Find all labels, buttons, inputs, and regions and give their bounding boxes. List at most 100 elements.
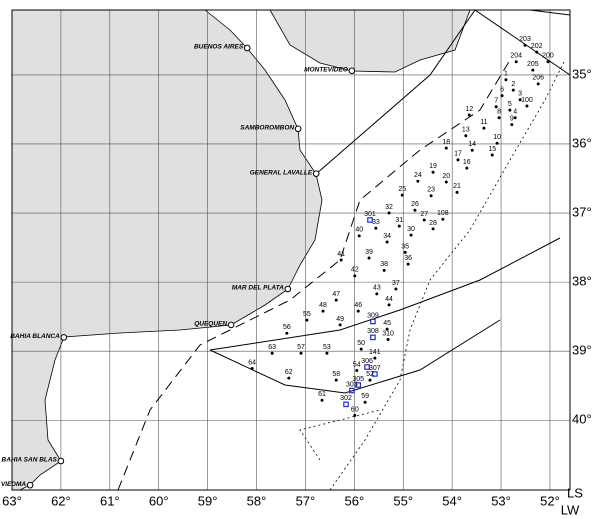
station-marker: [490, 153, 494, 157]
station-label: 206: [532, 75, 544, 82]
x-tick-label: 61°: [100, 493, 120, 508]
city-label: GENERAL LAVALLE: [250, 169, 313, 176]
station-label: 61: [318, 391, 326, 398]
station-marker: [357, 234, 361, 238]
x-tick-label: 56°: [344, 493, 364, 508]
x-tick-label: 52°: [540, 493, 560, 508]
station-label: 305: [352, 376, 364, 383]
city-marker: [57, 457, 65, 465]
station-label: 54: [353, 361, 361, 368]
x-tick-label: 54°: [442, 493, 462, 508]
station-label: 303: [346, 381, 358, 388]
station-label: 26: [411, 201, 419, 208]
station-label: 301: [364, 211, 376, 218]
station-label: 57: [297, 344, 305, 351]
station-marker: [397, 224, 401, 228]
station-label: 35: [401, 243, 409, 250]
station-marker: [494, 105, 498, 109]
station-label: 49: [336, 316, 344, 323]
station-marker: [334, 378, 338, 382]
station-label: 17: [454, 151, 462, 158]
station-marker: [287, 376, 291, 380]
x-tick-label: 57°: [296, 493, 316, 508]
station-label: 59: [361, 393, 369, 400]
stations: 2032022002042052061236100547891211131015…: [248, 36, 554, 417]
station-marker: [431, 227, 435, 231]
station-label: 46: [354, 302, 362, 309]
station-label: 20: [442, 173, 450, 180]
y-tick-label: 38°: [572, 274, 592, 289]
station-marker: [422, 218, 426, 222]
station-label: 33: [372, 219, 380, 226]
station-marker: [514, 60, 518, 64]
station-marker: [363, 400, 367, 404]
station-label: 25: [398, 186, 406, 193]
station-marker: [413, 208, 417, 212]
station-marker: [285, 331, 289, 335]
station-marker: [400, 193, 404, 197]
station-marker: [523, 43, 527, 47]
station-marker: [372, 371, 378, 377]
station-label: 202: [531, 43, 543, 50]
station-marker: [321, 309, 325, 313]
station-marker: [510, 123, 514, 127]
station-marker: [355, 369, 359, 373]
station-label: 308: [367, 328, 379, 335]
isobath: [329, 59, 566, 491]
y-tick-label: 36°: [572, 135, 592, 150]
station-marker: [382, 268, 386, 272]
station-marker: [508, 108, 512, 112]
station-label: 38: [380, 261, 388, 268]
station-marker: [349, 387, 355, 394]
station-label: 58: [332, 371, 340, 378]
station-label: 41: [337, 251, 345, 258]
city-marker: [60, 334, 68, 341]
isobath: [299, 409, 381, 461]
city-label: BUENOS AIRES: [194, 44, 244, 51]
station-marker: [338, 323, 342, 327]
station-label: 14: [468, 141, 476, 148]
station-label: 19: [429, 163, 437, 170]
station-marker: [513, 116, 517, 120]
station-marker: [299, 351, 303, 355]
station-marker: [444, 180, 448, 184]
boundary-line: [209, 237, 561, 351]
city-label: BAHIA BLANCA: [10, 333, 60, 340]
station-marker: [431, 170, 435, 174]
station-marker: [368, 378, 372, 382]
station-label: 32: [385, 204, 393, 211]
city-label: VIEDMA: [1, 481, 27, 488]
station-label: 27: [420, 211, 428, 218]
station-label: 12: [465, 106, 473, 113]
station-marker: [343, 401, 349, 408]
station-marker: [546, 60, 550, 64]
x-axis-label: LW: [561, 502, 580, 517]
station-marker: [320, 398, 324, 402]
station-marker: [364, 364, 370, 370]
y-tick-label: 40°: [572, 412, 592, 427]
station-label: 52: [366, 371, 374, 378]
station-label: 63: [268, 344, 276, 351]
station-label: 11: [480, 119, 487, 126]
station-label: 309: [367, 312, 379, 319]
station-label: 50: [357, 340, 365, 347]
station-label: 36: [404, 255, 412, 262]
station-label: 3: [518, 91, 522, 98]
station-label: 62: [285, 369, 293, 376]
station-label: 306: [361, 358, 373, 365]
station-label: 205: [527, 61, 539, 68]
station-marker: [367, 217, 373, 223]
station-label: 100: [521, 97, 533, 104]
station-label: 39: [365, 249, 373, 256]
station-label: 2: [511, 81, 515, 88]
grid: [11, 10, 570, 490]
station-label: 34: [383, 233, 391, 240]
station-label: 44: [385, 296, 393, 303]
boundary-line: [474, 9, 571, 76]
x-tick-label: 60°: [149, 493, 169, 508]
x-tick-label: 62°: [51, 493, 71, 508]
station-marker: [406, 262, 410, 266]
station-marker: [409, 233, 413, 237]
station-marker: [482, 126, 486, 130]
